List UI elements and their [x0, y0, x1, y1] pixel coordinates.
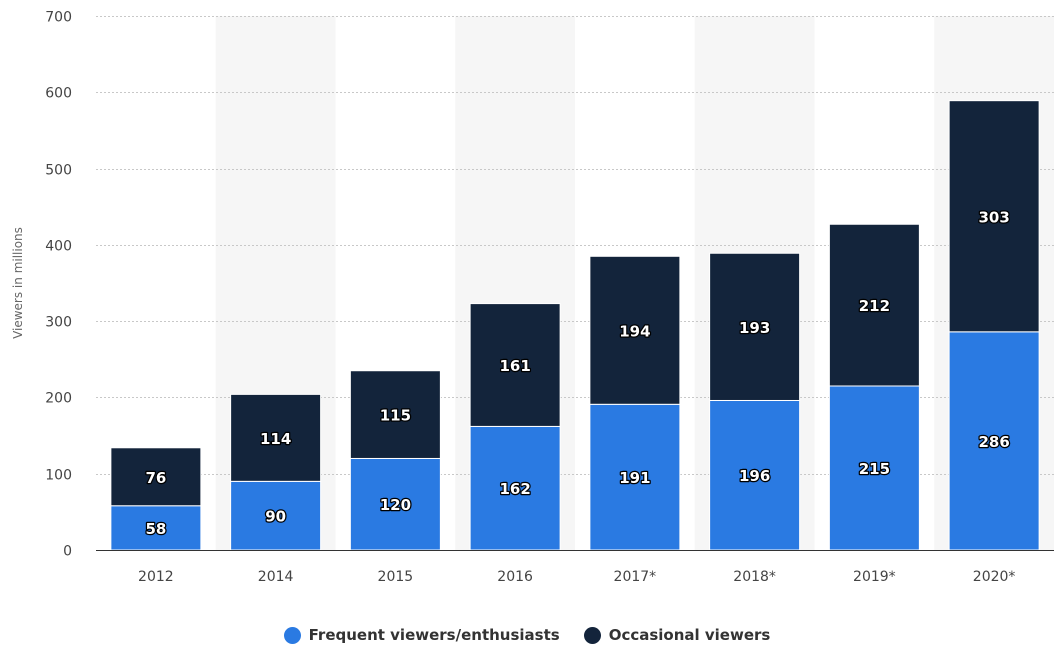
data-label: 286: [978, 433, 1009, 451]
x-tick-label: 2017*: [614, 569, 657, 585]
bar-segment-frequent[interactable]: [110, 505, 202, 551]
bar-segment-occasional[interactable]: [589, 255, 681, 405]
bars: 58 76 90 114 120 115 162 161 191 194 196 193 215 212 2…: [110, 100, 1040, 551]
y-tick-label: 300: [45, 315, 72, 331]
legend-label-frequent: Frequent viewers/enthusiasts: [308, 626, 560, 644]
y-tick-label: 0: [63, 544, 72, 560]
data-label: 58: [145, 520, 166, 538]
legend-label-occasional: Occasional viewers: [608, 626, 771, 644]
bar-segment-occasional[interactable]: [349, 370, 441, 459]
bar-segment-frequent[interactable]: [828, 385, 920, 551]
data-label: 90: [265, 508, 286, 526]
x-axis-ticks: 2012 2014 2015 2016 2017* 2018* 2019* 2020*: [138, 569, 1015, 585]
data-label: 193: [739, 319, 770, 337]
bar-segment-occasional[interactable]: [469, 303, 561, 427]
bar-segment-occasional[interactable]: [110, 447, 202, 507]
legend-swatch-occasional: [583, 626, 601, 644]
x-tick-label: 2019*: [853, 569, 896, 585]
x-tick-label: 2020*: [973, 569, 1016, 585]
legend-item-occasional[interactable]: Occasional viewers: [583, 626, 771, 644]
y-axis-ticks: 0 100 200 300 400 500 600 700: [45, 10, 72, 560]
legend: Frequent viewers/enthusiasts Occasional …: [0, 622, 1054, 648]
data-label: 114: [260, 430, 291, 448]
data-label: 76: [145, 469, 166, 487]
bar-segment-occasional[interactable]: [230, 393, 322, 482]
data-label: 303: [978, 208, 1009, 226]
x-tick-label: 2012: [138, 569, 174, 585]
data-label: 162: [499, 480, 530, 498]
data-label: 191: [619, 469, 650, 487]
legend-swatch-frequent: [283, 626, 301, 644]
data-label: 161: [499, 357, 530, 375]
x-tick-label: 2018*: [733, 569, 776, 585]
y-tick-label: 100: [45, 468, 72, 484]
y-tick-label: 400: [45, 239, 72, 255]
data-label: 215: [859, 460, 890, 478]
y-tick-label: 700: [45, 10, 72, 26]
bar-segment-occasional[interactable]: [948, 100, 1040, 333]
data-label: 194: [619, 322, 650, 340]
x-tick-label: 2014: [258, 569, 294, 585]
y-tick-label: 600: [45, 86, 72, 102]
y-tick-label: 500: [45, 163, 72, 179]
data-label: 196: [739, 467, 770, 485]
bar-segment-frequent[interactable]: [589, 403, 681, 551]
bar-segment-occasional[interactable]: [828, 223, 920, 387]
x-tick-label: 2016: [497, 569, 533, 585]
bar-segment-occasional[interactable]: [709, 252, 801, 401]
bar-segment-frequent[interactable]: [230, 480, 322, 551]
data-label: 120: [380, 496, 411, 514]
bar-segment-frequent[interactable]: [709, 399, 801, 551]
y-axis-label: Viewers in millions: [11, 227, 25, 339]
y-tick-label: 200: [45, 391, 72, 407]
data-label: 212: [859, 297, 890, 315]
x-tick-label: 2015: [378, 569, 414, 585]
stacked-bar-chart: 0 100 200 300 400 500 600 700 Viewers in millio…: [11, 10, 1054, 585]
legend-item-frequent[interactable]: Frequent viewers/enthusiasts: [283, 626, 560, 644]
bar-segment-frequent[interactable]: [469, 425, 561, 551]
data-label: 115: [380, 407, 411, 425]
